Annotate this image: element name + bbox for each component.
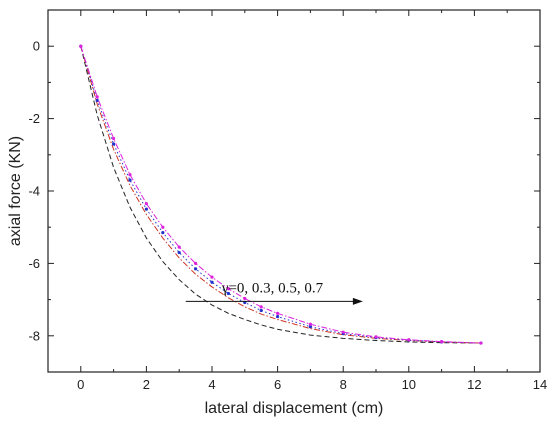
series-4-point [112,136,116,141]
y-axis-label: axial force (KN) [7,136,24,246]
plot-border [47,9,541,373]
series-4-point [407,338,411,342]
series-3-point [194,267,198,271]
series-group [79,44,483,345]
series-4-point [95,95,99,99]
y-tick-label: -2 [28,111,40,126]
annotation: γ=0, 0.3, 0.5, 0.7 [185,280,363,305]
x-tick-label: 14 [533,377,547,392]
series-line-2 [80,46,481,344]
series-line-1 [80,46,481,344]
x-tick-label: 10 [402,377,416,392]
axis-ticks: 0 2 4 6 8 10 12 14 0 -2 -4 -6 -8 [28,9,547,392]
series-4-point [144,202,148,206]
x-tick-label: 8 [340,377,347,392]
series-3-point [161,231,165,235]
x-tick-label: 0 [77,377,84,392]
series-4-point [210,275,214,279]
series-3-point [95,98,99,103]
series-4-point [259,305,263,309]
x-tick-label: 12 [467,377,481,392]
series-3-point [259,308,263,313]
series-4-point [128,173,132,177]
y-tick-label: 0 [33,39,40,54]
series-4-point [479,341,483,345]
series-3-point [128,178,132,182]
series-4-point [374,335,378,339]
series-3-point [210,280,214,284]
series-3-point [177,250,181,255]
series-3-point [308,325,312,329]
series-3-point [226,291,230,296]
series-4-point [243,296,247,301]
series-4-point [308,322,312,326]
x-tick-label: 6 [274,377,281,392]
series-3-point [112,142,116,146]
series-4-point [161,225,165,229]
y-tick-label: -4 [28,184,40,199]
series-4-point [177,245,181,249]
series-4-point [341,330,345,334]
x-tick-label: 4 [208,377,215,392]
x-tick-label: 2 [143,377,150,392]
series-4-point [440,339,444,344]
y-tick-label: -6 [28,256,40,271]
x-axis-label: lateral displacement (cm) [205,400,384,417]
plot-frame [47,9,541,373]
series-4-point [79,44,83,48]
annotation-text: γ=0, 0.3, 0.5, 0.7 [221,280,324,296]
series-3-point [144,207,148,211]
series-line-4 [80,46,481,344]
series-4-point [226,287,230,291]
series-3-point [276,315,280,319]
y-tick-label: -8 [28,328,40,343]
annotation-arrowhead [352,297,363,305]
series-4-point [276,311,280,315]
series-4-point [194,261,198,265]
series-line-3 [80,46,481,344]
